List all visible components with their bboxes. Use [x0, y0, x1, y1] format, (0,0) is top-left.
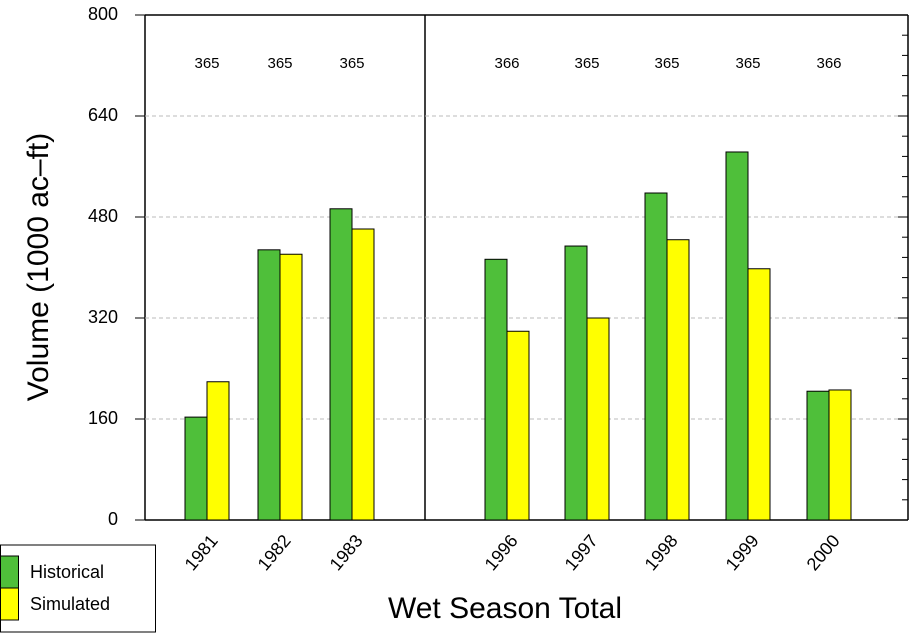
bar — [725, 151, 749, 521]
bar — [279, 253, 303, 521]
day-count: 365 — [339, 55, 364, 72]
bar — [564, 245, 588, 521]
legend-swatch — [0, 555, 19, 589]
x-tick-label: 1982 — [254, 531, 295, 575]
bar — [747, 268, 771, 521]
day-count: 366 — [816, 55, 841, 72]
y-tick-label: 0 — [108, 509, 118, 529]
day-count: 365 — [735, 55, 760, 72]
bar — [644, 192, 668, 521]
day-count: 365 — [654, 55, 679, 72]
legend-label: Historical — [30, 562, 104, 582]
y-tick-label: 800 — [88, 4, 118, 24]
day-count: 365 — [194, 55, 219, 72]
legend-swatch — [0, 587, 19, 621]
x-tick-label: 2000 — [803, 531, 844, 575]
bar — [666, 239, 690, 521]
y-tick-label: 480 — [88, 206, 118, 226]
bar — [828, 389, 852, 521]
y-tick-label: 320 — [88, 307, 118, 327]
x-axis-title: Wet Season Total — [388, 592, 622, 625]
legend-box — [0, 544, 156, 633]
bar — [329, 208, 353, 521]
bar — [351, 228, 375, 521]
legend-label: Simulated — [30, 594, 110, 614]
bar — [506, 330, 530, 521]
day-count: 365 — [574, 55, 599, 72]
x-tick-label: 1997 — [561, 531, 602, 575]
bar — [586, 317, 610, 521]
x-tick-label: 1998 — [641, 531, 682, 575]
x-tick-label: 1983 — [326, 531, 367, 575]
bar — [206, 381, 230, 521]
y-axis-title: Volume (1000 ac–ft) — [22, 133, 55, 402]
bar — [257, 249, 281, 521]
bar — [484, 258, 508, 521]
bar — [184, 416, 208, 521]
day-count: 366 — [494, 55, 519, 72]
x-tick-label: 1981 — [181, 531, 222, 575]
y-tick-label: 160 — [88, 408, 118, 428]
bar — [806, 390, 830, 521]
x-tick-label: 1999 — [722, 531, 763, 575]
day-count: 365 — [267, 55, 292, 72]
x-tick-label: 1996 — [481, 531, 522, 575]
y-tick-label: 640 — [88, 105, 118, 125]
